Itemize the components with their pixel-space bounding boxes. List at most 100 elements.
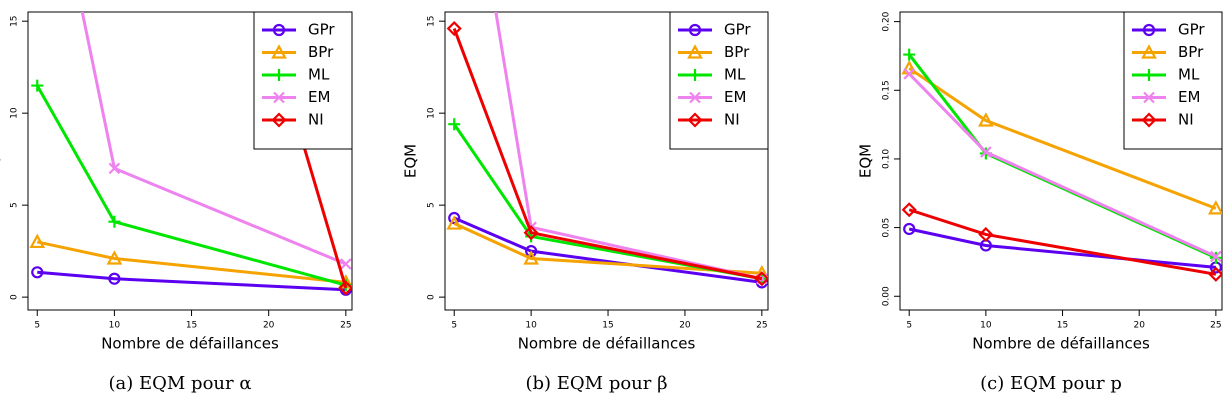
y-tick-label: 5: [427, 202, 437, 208]
legend-label: GPr: [308, 21, 335, 39]
data-point: [446, 215, 463, 230]
data-point: [903, 222, 916, 236]
y-tick-label: 5: [10, 202, 20, 208]
data-point: [31, 79, 44, 92]
data-point: [108, 215, 121, 228]
legend-marker: [273, 91, 285, 104]
data-point: [978, 112, 994, 127]
y-tick-label: 15: [10, 15, 20, 26]
legend-box: [1123, 11, 1223, 150]
data-point: [108, 162, 121, 175]
legend-label: GPr: [1178, 21, 1205, 39]
legend-box: [669, 11, 769, 150]
data-point: [523, 250, 539, 265]
data-point: [980, 146, 992, 158]
legend: GPr BPr ML EM NI: [1123, 11, 1223, 150]
y-tick-label: 15: [427, 15, 437, 26]
x-tick-label: 5: [34, 321, 40, 331]
legend-label: NI: [1178, 111, 1194, 129]
caption: (c) EQM pour p: [980, 373, 1122, 394]
x-axis-title: Nombre de défaillances: [101, 335, 279, 353]
legend-label: ML: [308, 66, 330, 84]
series-line: [908, 208, 1217, 276]
x-tick-label: 10: [980, 321, 992, 331]
x-tick-label: 5: [906, 321, 912, 331]
x-axis-title: Nombre de défaillances: [518, 335, 696, 353]
legend-marker: [272, 23, 286, 37]
legend-marker: [1141, 112, 1157, 128]
legend-label: NI: [308, 111, 324, 129]
legend-marker: [687, 112, 703, 128]
legend-label: ML: [1178, 66, 1200, 84]
x-tick-label: 10: [109, 321, 121, 331]
legend-box: [253, 11, 353, 150]
legend-marker: [1143, 91, 1155, 104]
legend-marker: [1142, 23, 1156, 37]
legend-marker: [1141, 44, 1157, 59]
data-point: [340, 258, 352, 270]
plot-frame: [899, 11, 1223, 311]
legend-label: EM: [724, 88, 746, 106]
y-axis-title: EQM: [857, 144, 875, 178]
x-tick-label: 15: [186, 321, 197, 331]
x-tick-label: 15: [602, 321, 613, 331]
data-point: [901, 60, 918, 75]
data-point: [108, 272, 121, 285]
legend-marker: [271, 112, 287, 128]
plot-frame: [27, 11, 353, 311]
legend: GPr BPr ML EM NI: [669, 11, 769, 150]
legend-label: EM: [1178, 88, 1200, 106]
data-point: [338, 280, 352, 296]
data-point: [1210, 250, 1222, 263]
y-tick-label: 0.10: [882, 149, 892, 169]
data-point: [903, 68, 915, 80]
legend-label: BPr: [1178, 43, 1204, 61]
x-tick-label: 25: [756, 321, 767, 331]
plot-area: [446, 12, 768, 289]
data-point: [448, 211, 461, 225]
legend-label: NI: [724, 111, 740, 129]
data-point: [106, 250, 123, 265]
series-line: [37, 270, 346, 292]
panel: 0 5 10 15 5 10 15 20 25 Nombre de défaillances EQM…: [0, 11, 353, 394]
data-point: [448, 118, 461, 131]
y-tick-label: 0.15: [882, 80, 892, 100]
y-tick-label: 10: [427, 107, 437, 119]
data-point: [523, 225, 539, 241]
legend-label: ML: [724, 66, 746, 84]
panel: 0 5 10 15 5 10 15 20 25 Nombre de défaillances EQM…: [402, 11, 769, 394]
legend-marker: [689, 91, 701, 104]
series-line: [453, 222, 762, 275]
legend-label: EM: [308, 88, 330, 106]
data-point: [978, 226, 994, 243]
y-tick-label: 0: [10, 294, 20, 300]
plot-area: [901, 48, 1222, 282]
legend-label: BPr: [724, 43, 750, 61]
series-line: [452, 28, 763, 281]
plot-frame: [444, 11, 769, 311]
y-tick-label: 0.00: [882, 286, 892, 306]
data-point: [31, 266, 44, 279]
data-point: [446, 20, 462, 37]
legend-marker: [687, 44, 703, 59]
legend-label: GPr: [724, 21, 751, 39]
data-point: [903, 48, 916, 61]
caption: (b) EQM pour β: [525, 373, 667, 394]
legend-marker: [689, 69, 701, 81]
x-tick-label: 20: [1133, 321, 1145, 331]
y-tick-label: 0: [427, 294, 437, 300]
legend-marker: [273, 69, 285, 81]
y-axis-title: EQM: [402, 144, 420, 178]
y-tick-label: 0.20: [882, 11, 892, 31]
legend: GPr BPr ML EM NI: [253, 11, 353, 150]
legend-marker: [688, 23, 702, 37]
x-tick-label: 25: [1210, 321, 1221, 331]
data-point: [754, 271, 768, 287]
data-point: [901, 202, 917, 218]
x-tick-label: 15: [1057, 321, 1068, 331]
x-tick-label: 10: [525, 321, 537, 331]
legend-marker: [1143, 69, 1155, 81]
data-point: [525, 245, 538, 258]
